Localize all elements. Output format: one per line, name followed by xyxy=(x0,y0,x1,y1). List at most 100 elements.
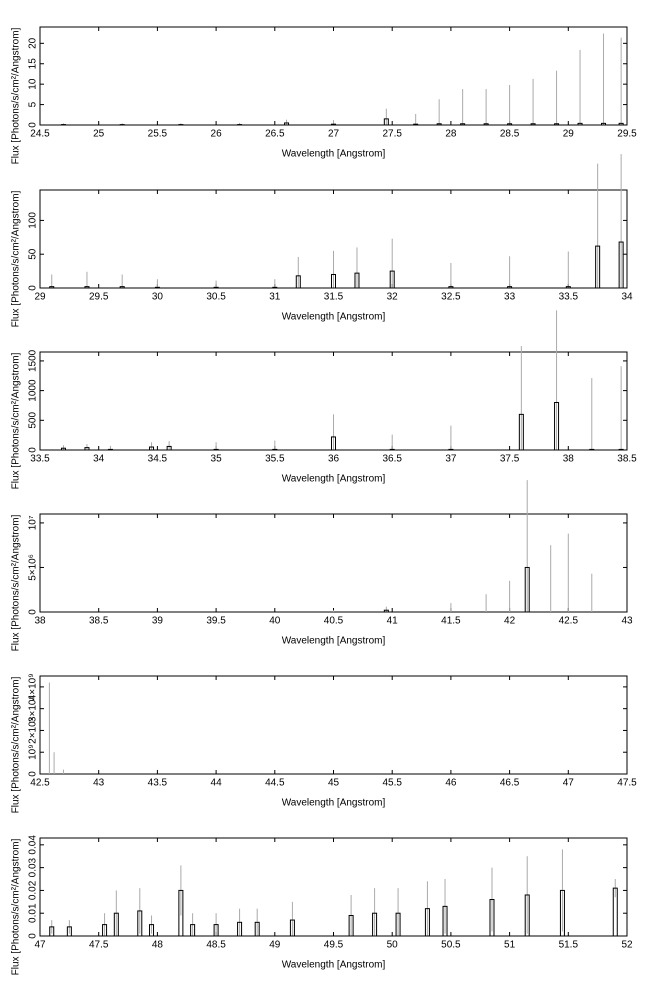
flux-bar xyxy=(460,123,466,126)
x-tick-label: 31.5 xyxy=(324,292,344,303)
flux-bar xyxy=(618,122,624,126)
y-tick-label: 20 xyxy=(28,37,39,49)
flux-bar xyxy=(295,275,301,289)
x-tick-label: 30.5 xyxy=(206,292,226,303)
flux-bar xyxy=(166,445,172,451)
y-axis-label: Flux [Photons/s/cm²/Angstrom] xyxy=(11,676,22,813)
y-tick-label: 0 xyxy=(28,933,39,939)
flux-bar xyxy=(354,272,360,289)
flux-bar xyxy=(213,448,219,451)
y-tick-label: 10 xyxy=(28,78,39,90)
y-tick-label: 1000 xyxy=(28,379,39,402)
flux-bar xyxy=(60,447,66,451)
flux-bar xyxy=(530,123,536,126)
x-tick-label: 49 xyxy=(269,940,281,951)
x-tick-label: 29.5 xyxy=(617,129,637,140)
x-tick-label: 38 xyxy=(563,454,575,465)
y-tick-label: 0.04 xyxy=(28,835,39,855)
x-tick-label: 37.5 xyxy=(500,454,520,465)
flux-bar xyxy=(442,905,448,937)
flux-bar xyxy=(289,919,295,937)
x-tick-label: 51.5 xyxy=(559,940,579,951)
flux-bar xyxy=(272,448,278,451)
x-tick-label: 48.5 xyxy=(206,940,226,951)
x-tick-label: 33.5 xyxy=(559,292,579,303)
flux-bar xyxy=(237,921,243,937)
y-tick-label: 0 xyxy=(28,771,39,777)
flux-bar xyxy=(284,122,290,126)
x-tick-label: 49.5 xyxy=(324,940,344,951)
x-axis-label: Wavelength [Angstrom] xyxy=(282,798,386,809)
y-tick-label: 0.02 xyxy=(28,880,39,900)
plot-frame xyxy=(39,26,628,126)
flux-bar xyxy=(49,926,55,937)
y-tick-label: 5 xyxy=(28,101,39,107)
x-tick-label: 32.5 xyxy=(441,292,461,303)
y-axis-label: Flux [Photons/s/cm²/Angstrom] xyxy=(11,27,22,164)
x-tick-label: 35.5 xyxy=(265,454,285,465)
flux-bar xyxy=(559,889,565,937)
flux-bar xyxy=(154,286,160,289)
flux-bar xyxy=(348,914,354,937)
x-tick-label: 45.5 xyxy=(382,778,402,789)
x-tick-label: 25.5 xyxy=(148,129,168,140)
flux-bar xyxy=(424,908,430,937)
flux-bar xyxy=(577,122,583,126)
x-tick-label: 30 xyxy=(152,292,164,303)
flux-bar xyxy=(595,245,601,289)
y-tick-label: 5×10⁶ xyxy=(28,554,39,581)
y-tick-label: 0.03 xyxy=(28,857,39,877)
x-tick-label: 26 xyxy=(211,129,223,140)
flux-bar xyxy=(618,241,624,289)
x-tick-label: 41.5 xyxy=(441,616,461,627)
flux-bar xyxy=(149,924,155,937)
flux-bar xyxy=(413,123,419,126)
x-tick-label: 27 xyxy=(328,129,340,140)
x-axis-label: Wavelength [Angstrom] xyxy=(282,312,386,323)
x-tick-label: 40 xyxy=(269,616,281,627)
plot-frame xyxy=(39,675,628,775)
y-tick-label: 4×10⁹ xyxy=(28,673,39,700)
x-tick-label: 31 xyxy=(269,292,281,303)
flux-bar xyxy=(119,286,125,289)
x-tick-label: 47.5 xyxy=(89,940,109,951)
flux-bar xyxy=(483,123,489,126)
x-axis-label: Wavelength [Angstrom] xyxy=(282,474,386,485)
x-tick-label: 36.5 xyxy=(382,454,402,465)
flux-bar xyxy=(331,123,336,126)
x-tick-label: 25 xyxy=(93,129,105,140)
flux-bar xyxy=(84,286,90,289)
flux-bar xyxy=(137,910,143,937)
flux-bar xyxy=(489,899,495,937)
y-tick-label: 2×10⁹ xyxy=(28,717,39,744)
flux-bar xyxy=(178,889,184,937)
x-tick-label: 47 xyxy=(563,778,575,789)
y-axis-label: Flux [Photons/s/cm²/Angstrom] xyxy=(11,838,22,975)
x-tick-label: 43.5 xyxy=(148,778,168,789)
x-axis-label: Wavelength [Angstrom] xyxy=(282,149,386,160)
y-tick-label: 3×10⁹ xyxy=(28,695,39,722)
y-axis-label: Flux [Photons/s/cm²/Angstrom] xyxy=(11,190,22,327)
flux-bar xyxy=(66,926,72,937)
flux-bar xyxy=(518,413,524,451)
x-tick-label: 43 xyxy=(93,778,105,789)
flux-bar xyxy=(389,270,395,289)
plot-frame xyxy=(39,513,628,613)
x-tick-label: 46 xyxy=(445,778,457,789)
x-tick-label: 50.5 xyxy=(441,940,461,951)
x-tick-label: 38.5 xyxy=(89,616,109,627)
x-axis-label: Wavelength [Angstrom] xyxy=(282,636,386,647)
y-tick-label: 500 xyxy=(28,412,39,429)
x-tick-label: 24.5 xyxy=(30,129,50,140)
flux-bar xyxy=(589,448,595,451)
flux-bar xyxy=(272,286,278,289)
flux-bar xyxy=(49,286,55,289)
x-tick-label: 28 xyxy=(445,129,457,140)
x-tick-label: 47.5 xyxy=(617,778,637,789)
x-tick-label: 29 xyxy=(34,292,46,303)
x-tick-label: 34 xyxy=(621,292,633,303)
flux-bar xyxy=(565,286,571,289)
x-tick-label: 38.5 xyxy=(617,454,637,465)
x-tick-label: 35 xyxy=(211,454,223,465)
